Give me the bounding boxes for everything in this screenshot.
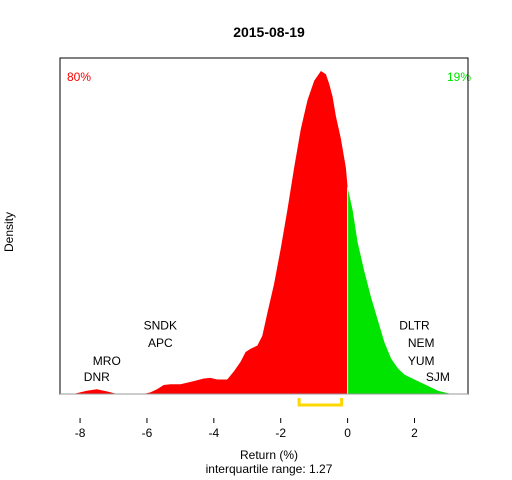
ticker-label: NEM (408, 336, 435, 350)
ticker-label: DNR (84, 370, 110, 384)
iqr-bracket-line (297, 398, 344, 407)
x-tick-label: -6 (142, 426, 153, 440)
iqr-subtitle: interquartile range: 1.27 (206, 462, 333, 476)
x-tick-label: -2 (275, 426, 286, 440)
ticker-label: DLTR (399, 318, 430, 332)
y-axis-label: Density (2, 212, 16, 252)
ticker-label: YUM (408, 354, 435, 368)
x-tick-label: 2 (411, 426, 418, 440)
x-axis: -8 -6 -4 -2 0 2 (75, 418, 418, 440)
x-tick-label: -4 (209, 426, 220, 440)
positive-share-label: 19% (447, 70, 471, 84)
positive-density-area (347, 187, 452, 394)
ticker-label: SNDK (144, 318, 177, 332)
negative-share-label: 80% (67, 70, 91, 84)
x-axis-label: Return (%) (240, 448, 298, 462)
ticker-label: MRO (93, 354, 121, 368)
x-tick-label: 0 (344, 426, 351, 440)
ticker-label: SJM (426, 370, 450, 384)
density-areas (73, 71, 452, 394)
ticker-label: APC (148, 336, 173, 350)
chart-title: 2015-08-19 (233, 24, 305, 40)
ticker-annotations: SNDK APC MRO DNR DLTR NEM YUM SJM (84, 318, 450, 384)
iqr-bracket (297, 398, 344, 407)
x-tick-label: -8 (75, 426, 86, 440)
negative-density-area (73, 71, 348, 394)
